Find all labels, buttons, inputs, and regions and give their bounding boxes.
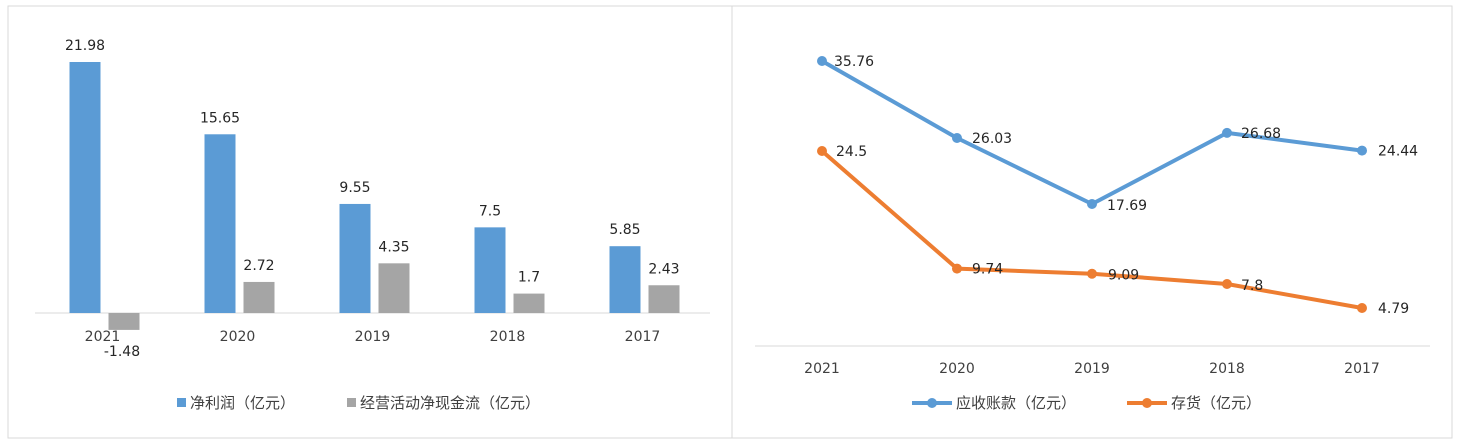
bar-x-tick-2018: 2018 bbox=[490, 329, 526, 345]
cash-flow-label-2019: 4.35 bbox=[378, 239, 409, 255]
cash-flow-bar-2018 bbox=[513, 293, 545, 313]
bar-x-tick-2019: 2019 bbox=[355, 329, 391, 345]
inventory-label-2018: 7.8 bbox=[1241, 278, 1263, 294]
receivables-point-2019 bbox=[1087, 199, 1097, 209]
bar-x-tick-2017: 2017 bbox=[625, 329, 661, 345]
inventory-point-2018 bbox=[1222, 279, 1232, 290]
net-profit-bar-2019 bbox=[339, 203, 371, 313]
receivables-label-2020: 26.03 bbox=[972, 131, 1012, 147]
net-profit-label-2021: 21.98 bbox=[65, 38, 105, 54]
receivables-label-2019: 17.69 bbox=[1107, 198, 1147, 214]
line-x-tick-2020: 2020 bbox=[939, 361, 975, 377]
inventory-label-2017: 4.79 bbox=[1378, 301, 1409, 317]
inventory-label-2019: 9.09 bbox=[1108, 268, 1139, 284]
line-chart: 35.76 26.03 17.69 26.68 24.44 24.5 9.74 9.09 7.8… bbox=[755, 54, 1430, 412]
net-profit-label-2019: 9.55 bbox=[339, 180, 370, 196]
net-profit-bar-2018 bbox=[474, 227, 506, 313]
cash-flow-label-2021: -1.48 bbox=[104, 344, 140, 360]
legend-inventory-marker bbox=[1142, 398, 1152, 408]
bar-x-tick-2020: 2020 bbox=[220, 329, 256, 345]
legend-cash-flow-label: 经营活动净现金流（亿元） bbox=[360, 394, 540, 412]
cash-flow-label-2018: 1.7 bbox=[518, 270, 540, 286]
net-profit-label-2017: 5.85 bbox=[609, 222, 640, 238]
legend-cash-flow-swatch bbox=[347, 398, 356, 407]
receivables-label-2018: 26.68 bbox=[1241, 126, 1281, 142]
receivables-point-2017 bbox=[1357, 145, 1367, 156]
receivables-point-2021 bbox=[817, 56, 827, 66]
cash-flow-label-2017: 2.43 bbox=[648, 261, 679, 277]
net-profit-label-2020: 15.65 bbox=[200, 110, 240, 126]
cash-flow-label-2020: 2.72 bbox=[243, 258, 274, 274]
inventory-point-2020 bbox=[952, 263, 962, 274]
inventory-point-2017 bbox=[1357, 303, 1367, 313]
inventory-point-2019 bbox=[1087, 268, 1097, 279]
legend-receivables-label: 应收账款（亿元） bbox=[956, 394, 1076, 412]
line-x-tick-2019: 2019 bbox=[1074, 361, 1110, 377]
net-profit-bar-2020 bbox=[204, 134, 236, 313]
inventory-point-2021 bbox=[817, 146, 827, 156]
receivables-point-2020 bbox=[952, 133, 962, 143]
legend-inventory-label: 存货（亿元） bbox=[1171, 394, 1261, 412]
receivables-label-2017: 24.44 bbox=[1378, 144, 1418, 160]
cash-flow-bar-2019 bbox=[378, 263, 410, 313]
cash-flow-bar-2017 bbox=[648, 285, 680, 313]
receivables-label-2021: 35.76 bbox=[834, 54, 874, 70]
net-profit-bar-2021 bbox=[69, 62, 101, 313]
net-profit-label-2018: 7.5 bbox=[479, 203, 501, 219]
line-x-tick-2018: 2018 bbox=[1209, 361, 1245, 377]
inventory-label-2020: 9.74 bbox=[972, 262, 1003, 278]
net-profit-bar-2017 bbox=[609, 246, 641, 313]
cash-flow-bar-2021 bbox=[108, 313, 140, 330]
line-x-tick-2017: 2017 bbox=[1344, 361, 1380, 377]
bar-x-tick-2021: 2021 bbox=[85, 329, 121, 345]
inventory-label-2021: 24.5 bbox=[836, 144, 867, 160]
legend-net-profit-label: 净利润（亿元） bbox=[190, 394, 295, 412]
line-x-tick-2021: 2021 bbox=[804, 361, 840, 377]
legend-receivables-marker bbox=[927, 398, 937, 408]
receivables-point-2018 bbox=[1222, 127, 1232, 138]
legend-net-profit-swatch bbox=[177, 398, 186, 407]
cash-flow-bar-2020 bbox=[243, 281, 275, 313]
outer-frame bbox=[7, 5, 1453, 439]
